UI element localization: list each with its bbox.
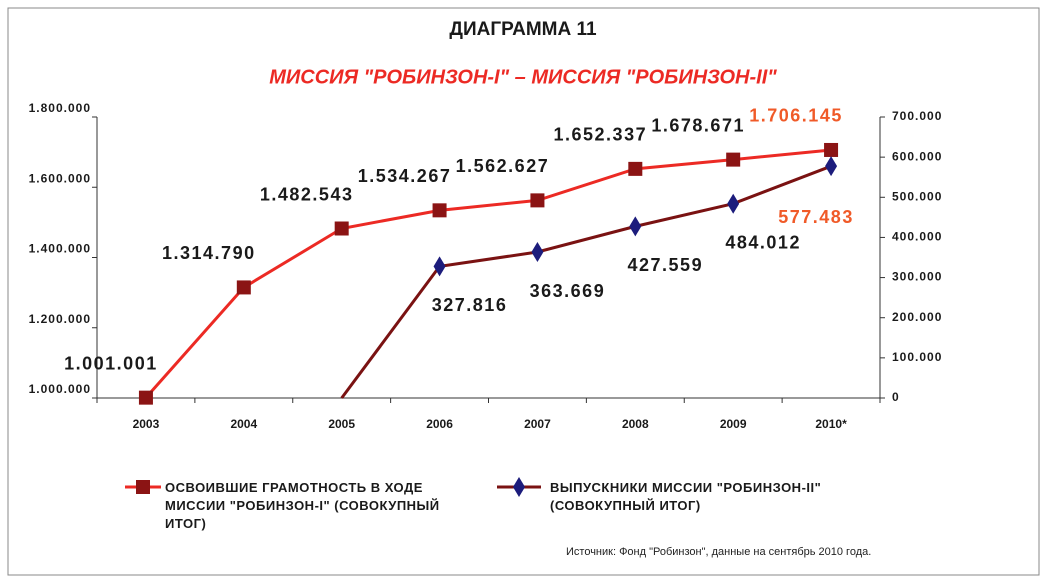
y2-tick-label: 600.000 (892, 149, 942, 163)
data-label: 1.534.267 (358, 166, 452, 186)
y-tick-label: 1.800.000 (29, 101, 91, 115)
data-label: 1.001.001 (64, 353, 158, 373)
y-tick-label: 1.200.000 (29, 312, 91, 326)
marker (433, 256, 446, 277)
data-label: 327.816 (432, 295, 508, 315)
marker (727, 193, 740, 214)
marker (334, 221, 349, 236)
marker (432, 203, 447, 218)
x-tick-label: 2005 (328, 417, 355, 431)
marker (825, 156, 838, 177)
marker (531, 242, 544, 263)
y2-tick-label: 700.000 (892, 109, 942, 123)
marker (824, 142, 839, 157)
x-tick-label: 2010* (815, 417, 847, 431)
y-tick-label: 1.600.000 (29, 171, 91, 185)
x-tick-label: 2008 (622, 417, 649, 431)
data-label: 1.678.671 (651, 115, 745, 135)
y2-tick-label: 200.000 (892, 310, 942, 324)
legend-label: ВЫПУСКНИКИ МИССИИ "РОБИНЗОН-II" (СОВОКУП… (550, 480, 822, 513)
marker (629, 216, 642, 237)
y-tick-label: 1.000.000 (29, 382, 91, 396)
marker (236, 280, 251, 295)
marker (136, 480, 150, 494)
series-line (144, 148, 832, 399)
y-tick-label: 1.400.000 (29, 242, 91, 256)
x-tick-label: 2003 (133, 417, 160, 431)
x-tick-label: 2007 (524, 417, 551, 431)
data-label: 427.559 (628, 255, 704, 275)
marker (726, 152, 741, 167)
y2-tick-label: 300.000 (892, 270, 942, 284)
marker (513, 477, 525, 497)
data-label: 363.669 (530, 281, 606, 301)
marker (138, 390, 153, 405)
y2-tick-label: 400.000 (892, 230, 942, 244)
chart-subtitle: МИССИЯ "РОБИНЗОН-I" – МИССИЯ "РОБИНЗОН-I… (269, 66, 777, 88)
y2-tick-label: 500.000 (892, 189, 942, 203)
x-tick-label: 2006 (426, 417, 453, 431)
data-label: 577.483 (778, 207, 854, 227)
data-label: 1.482.543 (260, 184, 354, 204)
data-label: 484.012 (725, 232, 801, 252)
data-label: 1.652.337 (554, 125, 648, 145)
y2-tick-label: 0 (892, 390, 900, 404)
data-label: 1.314.790 (162, 243, 256, 263)
data-label: 1.706.145 (749, 106, 843, 126)
source-note: Источник: Фонд "Робинзон", данные на сен… (566, 546, 872, 558)
chart-title: ДИАГРАММА 11 (449, 19, 597, 40)
marker (530, 193, 545, 208)
series-line (340, 164, 832, 399)
legend-label: ОСВОИВШИЕ ГРАМОТНОСТЬ В ХОДЕ МИССИИ "РОБ… (165, 480, 440, 531)
x-tick-label: 2009 (720, 417, 747, 431)
x-tick-label: 2004 (230, 417, 257, 431)
data-label: 1.562.627 (456, 156, 550, 176)
frame (7, 7, 1040, 576)
marker (628, 161, 643, 176)
y2-tick-label: 100.000 (892, 350, 942, 364)
